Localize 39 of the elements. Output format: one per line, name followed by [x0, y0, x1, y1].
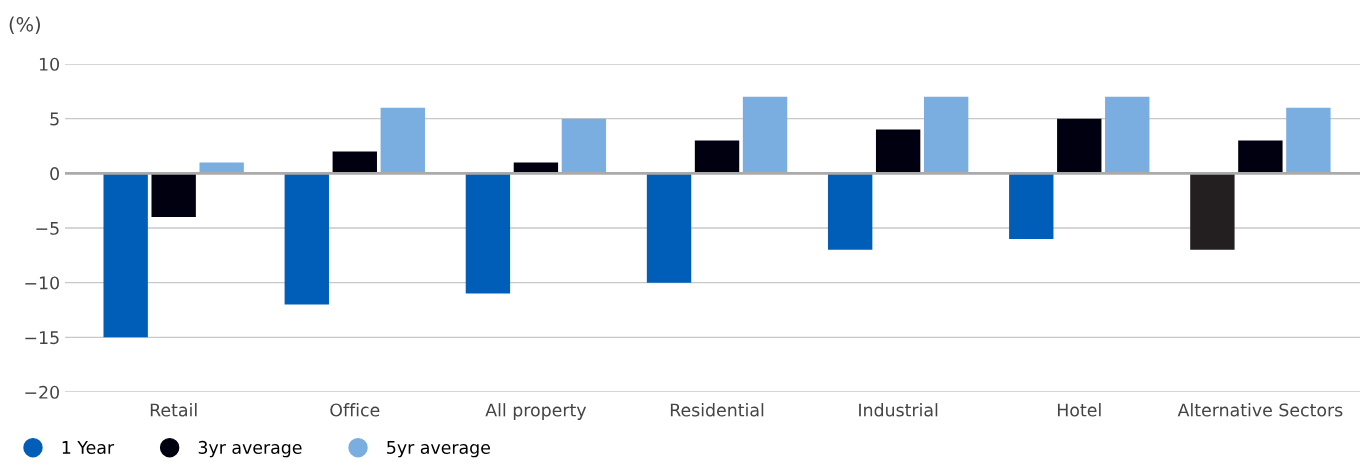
legend-label: 1 Year	[62, 441, 115, 454]
bar	[380, 107, 425, 174]
bar	[1190, 173, 1235, 250]
bar	[1105, 96, 1150, 174]
y-tick-label: −15	[25, 331, 59, 345]
bar	[875, 129, 921, 174]
bar	[827, 173, 873, 250]
x-tick-label: Office	[330, 403, 380, 417]
bar	[284, 173, 329, 305]
bar	[1009, 173, 1054, 239]
bar	[513, 162, 559, 174]
bar	[199, 162, 244, 174]
bar	[742, 96, 788, 174]
bar	[151, 173, 196, 218]
y-tick-label: −5	[36, 221, 59, 235]
bar	[332, 151, 377, 174]
bar	[923, 96, 969, 174]
x-tick-label: Alternative Sectors	[1177, 403, 1343, 417]
y-tick-label: 5	[50, 112, 59, 126]
y-axis-title: (%)	[9, 16, 40, 34]
y-tick-label: 0	[50, 167, 59, 181]
y-tick-label: −10	[25, 276, 59, 290]
bar	[694, 140, 740, 174]
bar	[103, 173, 148, 338]
bar	[1286, 107, 1331, 174]
x-tick-label: Retail	[150, 403, 197, 417]
x-tick-label: Hotel	[1057, 403, 1101, 417]
y-tick-label: 10	[39, 57, 59, 71]
bar	[561, 118, 607, 174]
bar	[646, 173, 692, 283]
bar	[1238, 140, 1283, 174]
x-tick-label: Residential	[670, 403, 764, 417]
y-tick-label: −20	[25, 385, 59, 399]
legend-label: 3yr average	[198, 440, 302, 458]
bar	[465, 173, 511, 294]
x-tick-label: Industrial	[859, 403, 938, 417]
x-tick-label: All property	[485, 403, 587, 420]
legend-label: 5yr average	[387, 441, 490, 458]
bar	[1057, 118, 1102, 174]
